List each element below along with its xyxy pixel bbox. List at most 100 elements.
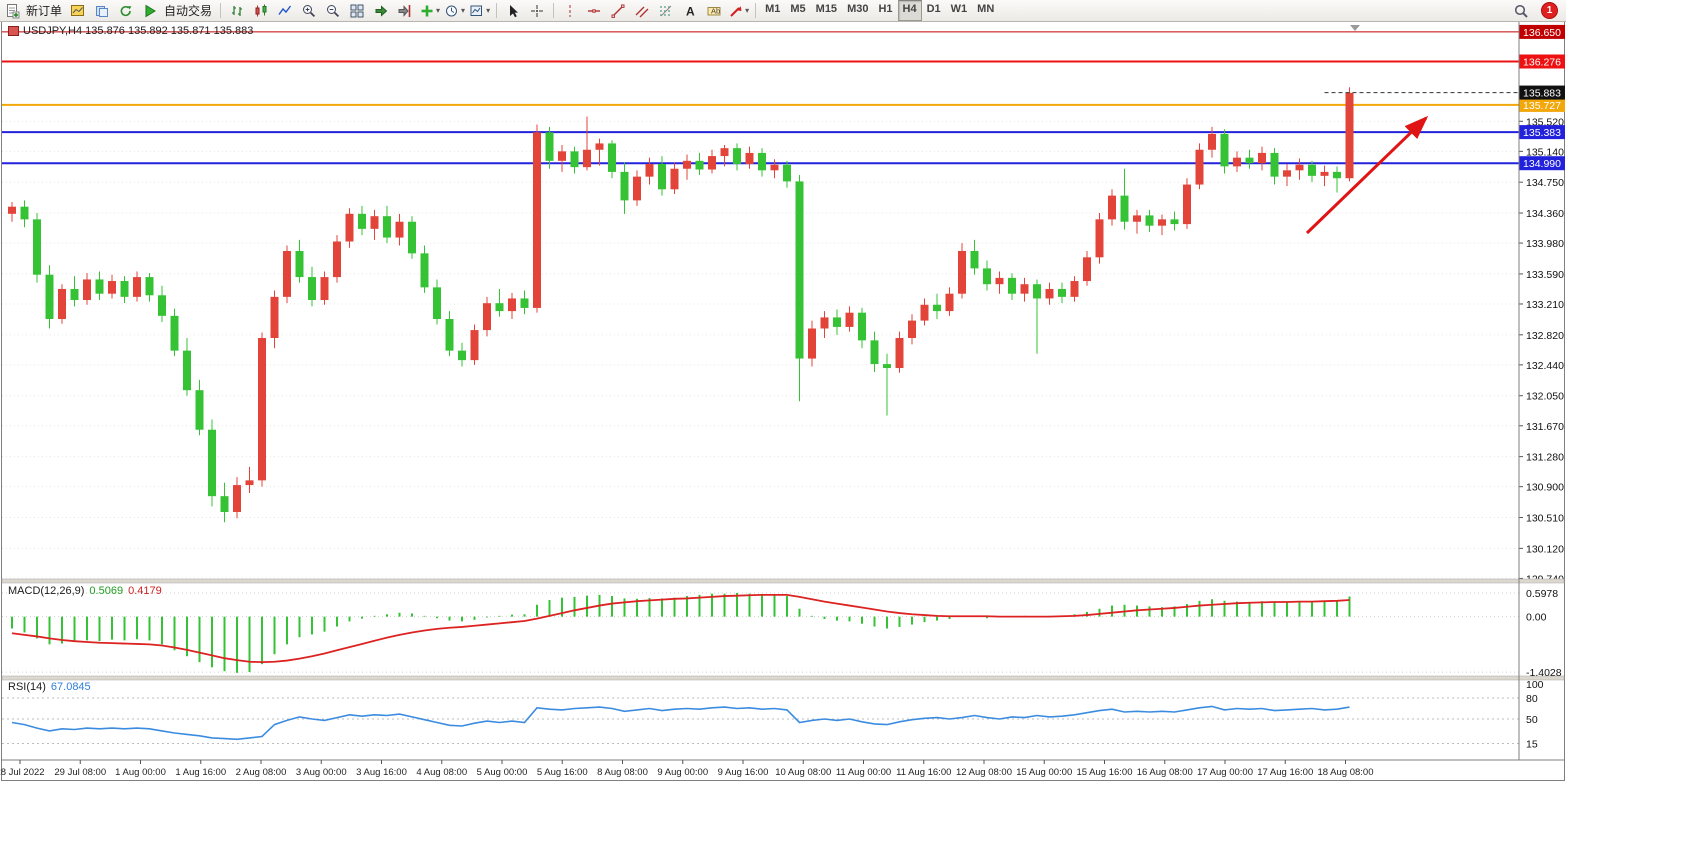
new-order-icon: [7, 3, 20, 18]
candle-body: [795, 181, 804, 359]
macd-axis-label: -1.4028: [1526, 667, 1562, 679]
refresh-button[interactable]: [115, 1, 137, 20]
chart-shift-marker[interactable]: [1350, 25, 1360, 31]
candle-body: [683, 160, 691, 169]
timeframe-m15-button[interactable]: M15: [815, 3, 838, 15]
candle-body: [833, 317, 841, 327]
templates-button[interactable]: ▾: [468, 1, 491, 20]
timeframe-w1-button[interactable]: W1: [950, 3, 968, 15]
trend-arrow-annotation[interactable]: [1305, 115, 1429, 235]
price-badge: [1519, 24, 1565, 39]
price-axis-label: 131.670: [1526, 421, 1564, 433]
dropdown-caret-icon: ▾: [745, 6, 750, 15]
timeframe-h4-button[interactable]: H4: [897, 0, 922, 21]
auto-trading-label[interactable]: 自动交易: [164, 4, 213, 18]
time-axis-label: 9 Aug 00:00: [657, 767, 708, 778]
timeframe-m5-button[interactable]: M5: [790, 3, 806, 15]
price-badge-label: 135.883: [1523, 88, 1561, 100]
candle-body: [233, 485, 241, 512]
chart-shift-button[interactable]: [394, 1, 416, 20]
time-axis-label: 16 Aug 08:00: [1137, 767, 1193, 778]
candle-body: [1120, 195, 1129, 222]
candlestick-chart-button[interactable]: [250, 1, 272, 20]
candle-body: [20, 206, 29, 220]
notification-badge[interactable]: 1: [1541, 2, 1558, 19]
tile-windows-button[interactable]: [346, 1, 368, 20]
rsi-line: [11, 705, 1350, 741]
price-badge-label: 135.383: [1523, 127, 1561, 139]
timeframe-m1-button[interactable]: M1: [765, 3, 781, 15]
rsi-axis-label: 80: [1526, 693, 1538, 705]
candle-body: [620, 171, 629, 201]
fibonacci-button[interactable]: [655, 1, 677, 20]
rsi-axis-label: 100: [1526, 679, 1544, 691]
candle-body: [533, 132, 541, 308]
time-axis-label: 12 Aug 08:00: [956, 767, 1012, 778]
zoom-in-button[interactable]: [298, 1, 320, 20]
auto-scroll-button[interactable]: [370, 1, 392, 20]
time-axis-label: 4 Aug 08:00: [416, 767, 467, 778]
time-axis-label: 11 Aug 00:00: [836, 767, 891, 778]
timeframe-h1-button[interactable]: H1: [878, 3, 893, 15]
price-axis-label: 134.750: [1526, 177, 1564, 189]
arrow-objects-button[interactable]: ▾: [727, 1, 750, 20]
time-axis-label: 3 Aug 16:00: [356, 767, 407, 778]
candle-body: [408, 221, 416, 254]
search-button[interactable]: [1510, 1, 1532, 20]
timeframe-d1-button[interactable]: D1: [926, 3, 941, 15]
arrow-object-icon: [730, 5, 742, 17]
candle-body: [983, 268, 991, 285]
candle-body: [770, 164, 779, 171]
crosshair-icon: [531, 4, 544, 17]
candle-body: [108, 281, 116, 294]
time-axis-label: 17 Aug 00:00: [1197, 767, 1253, 778]
line-chart-icon: [278, 5, 292, 15]
candle-body: [633, 176, 641, 201]
zoom-out-button[interactable]: [322, 1, 344, 20]
zoom-out-icon: [327, 4, 340, 17]
panel-splitter-rsi[interactable]: [1, 675, 1565, 681]
charts-button[interactable]: [67, 1, 89, 20]
price-axis-label: 132.050: [1526, 391, 1564, 403]
text-button[interactable]: A: [679, 1, 701, 20]
trendline-button[interactable]: [607, 1, 629, 20]
candle-body: [845, 312, 854, 327]
horizontal-line-button[interactable]: [583, 1, 605, 20]
indicators-button[interactable]: ▾: [418, 1, 441, 20]
candle-body: [33, 219, 41, 275]
line-chart-button[interactable]: [274, 1, 296, 20]
candle-body: [1233, 157, 1241, 167]
candle-body: [808, 328, 816, 359]
candle-body: [1258, 152, 1266, 164]
new-order-button[interactable]: [1, 1, 23, 20]
time-axis-label: 29 Jul 08:00: [54, 767, 106, 778]
macd-signal-line: [11, 593, 1350, 664]
price-axis-label: 132.440: [1526, 360, 1564, 372]
bar-chart-button[interactable]: [226, 1, 248, 20]
crosshair-button[interactable]: [526, 1, 548, 20]
price-badge: [1519, 97, 1565, 112]
candle-body: [1283, 170, 1291, 177]
candle-body: [583, 149, 591, 168]
vertical-line-button[interactable]: [559, 1, 581, 20]
auto-trading-button[interactable]: [139, 1, 161, 20]
time-axis-label: 3 Aug 00:00: [296, 767, 347, 778]
cursor-button[interactable]: [502, 1, 524, 20]
candle-body: [58, 288, 66, 320]
new-order-label[interactable]: 新订单: [26, 4, 63, 18]
candle-body: [1195, 149, 1204, 185]
candle-body: [1270, 152, 1279, 177]
candle-body: [870, 340, 879, 365]
periods-button[interactable]: ▾: [443, 1, 466, 20]
profiles-button[interactable]: [91, 1, 113, 20]
candle-body: [945, 293, 954, 312]
timeframe-mn-button[interactable]: MN: [977, 3, 995, 15]
text-label-button[interactable]: Ab: [703, 1, 725, 20]
channel-button[interactable]: [631, 1, 653, 20]
auto-scroll-icon: [375, 4, 388, 17]
candle-body: [783, 164, 791, 182]
timeframe-m30-button[interactable]: M30: [847, 3, 869, 15]
panel-splitter-macd[interactable]: [1, 578, 1565, 584]
candle-body: [458, 350, 466, 361]
